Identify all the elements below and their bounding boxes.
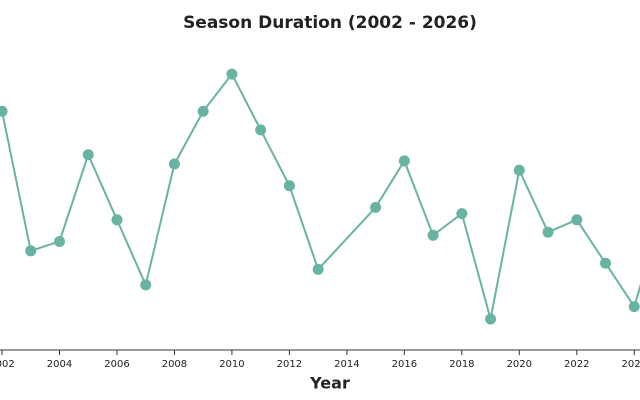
point: [513, 164, 525, 176]
point: [140, 279, 152, 291]
point: [571, 214, 583, 226]
x-tick-label: 2016: [392, 359, 417, 370]
x-axis-title: Year: [309, 374, 350, 393]
point: [255, 124, 267, 136]
x-tick-label: 2008: [162, 359, 187, 370]
point: [485, 313, 497, 325]
point: [283, 180, 295, 192]
point: [197, 105, 209, 117]
point: [370, 201, 382, 213]
x-tick-label: 2018: [449, 359, 474, 370]
x-tick-label: 2012: [277, 359, 302, 370]
line: [1, 72, 640, 320]
point: [168, 158, 180, 170]
x-tick-label: 2020: [507, 359, 532, 370]
x-tick-label: 2024: [622, 359, 640, 370]
point: [25, 245, 37, 257]
x-tick-label: 2014: [334, 359, 359, 370]
point: [111, 214, 123, 226]
point: [0, 105, 8, 117]
point: [628, 301, 640, 313]
x-tick-label: 2010: [219, 359, 244, 370]
x-tick-label: 2022: [564, 359, 589, 370]
point: [600, 257, 612, 269]
x-tick-label: 2006: [104, 359, 129, 370]
point: [226, 68, 238, 80]
point: [427, 229, 439, 241]
point: [312, 263, 324, 275]
point: [53, 236, 65, 247]
point: [82, 149, 94, 161]
x-tick-label: 2004: [47, 359, 72, 370]
chart-title: Season Duration (2002 - 2026): [183, 13, 477, 33]
point: [456, 208, 468, 220]
x-tick-label: 2002: [0, 359, 15, 370]
point: [542, 226, 554, 238]
point: [398, 155, 410, 167]
